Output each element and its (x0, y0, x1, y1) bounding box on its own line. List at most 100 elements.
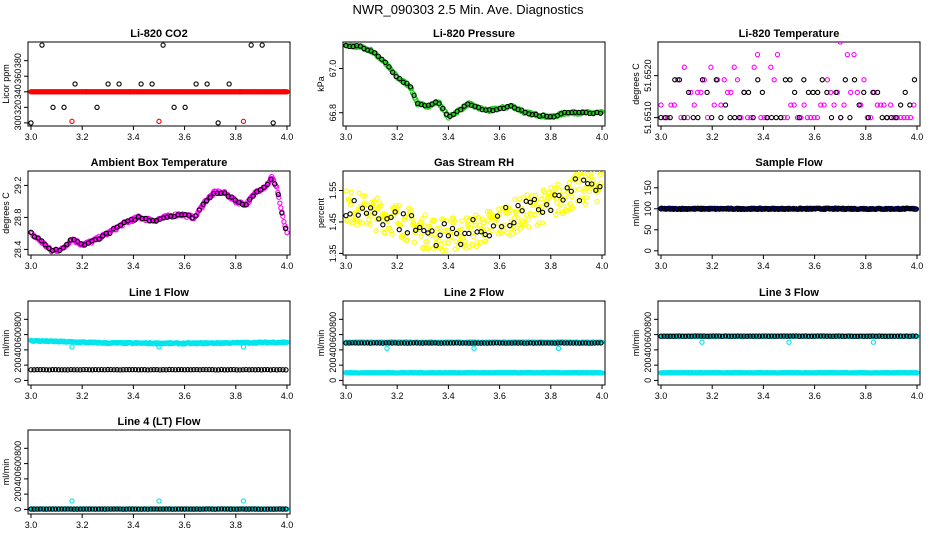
y-tick-label: 360 (13, 69, 23, 84)
data-point (374, 195, 381, 201)
y-tick-label: 28.8 (13, 209, 23, 227)
data-point (120, 367, 126, 373)
x-tick-label: 4.0 (596, 391, 609, 401)
data-point (778, 333, 784, 339)
data-point (709, 114, 715, 121)
data-point (40, 506, 46, 512)
data-point (784, 205, 790, 212)
data-point (799, 333, 805, 339)
y-axis-label: kPa (316, 76, 326, 92)
data-point (157, 367, 163, 373)
data-point (494, 217, 500, 223)
data-point (457, 340, 463, 346)
x-tick-label: 3.0 (25, 520, 38, 530)
data-point (707, 333, 713, 339)
data-point (252, 506, 258, 512)
x-tick-label: 4.0 (281, 391, 294, 401)
data-point (450, 340, 457, 346)
data-point (818, 333, 824, 339)
data-point (732, 333, 738, 339)
data-point (111, 367, 117, 373)
data-point (404, 340, 411, 346)
data-point (343, 340, 349, 346)
series-average (28, 89, 290, 95)
plot-frame (27, 41, 291, 127)
data-point (729, 333, 735, 339)
data-point (808, 205, 815, 212)
data-point (557, 202, 563, 208)
data-point (212, 367, 218, 373)
data-point (877, 102, 884, 108)
data-point (221, 190, 228, 196)
data-point (876, 205, 882, 212)
data-point (851, 333, 858, 339)
data-point (735, 333, 741, 339)
series-cyan-dips (699, 339, 877, 345)
data-point (519, 208, 525, 214)
data-point (735, 206, 741, 212)
data-point (138, 81, 144, 87)
x-tick-label: 3.8 (230, 391, 243, 401)
data-point (389, 69, 396, 75)
data-point (224, 506, 231, 512)
data-point (681, 64, 687, 70)
data-point (384, 345, 390, 351)
data-point (774, 51, 781, 58)
data-point (231, 366, 237, 373)
series-cyan-dips (384, 345, 562, 351)
data-point (521, 340, 527, 346)
data-point (215, 367, 222, 373)
data-point (879, 114, 885, 121)
data-point (658, 206, 664, 212)
data-point (148, 506, 154, 512)
data-point (549, 340, 555, 346)
data-point (436, 237, 442, 244)
y-tick-label: 51.6520 (643, 59, 653, 92)
data-point (392, 340, 398, 346)
data-point (102, 367, 108, 373)
data-point (595, 340, 601, 346)
data-point (503, 340, 509, 346)
data-point (478, 340, 484, 346)
y-tick-label: 200 (643, 358, 653, 373)
data-point (67, 237, 74, 243)
series-raw (28, 366, 289, 373)
data-point (43, 506, 50, 512)
data-point (588, 173, 594, 180)
data-point (259, 42, 265, 48)
data-point (529, 112, 536, 118)
data-point (894, 206, 901, 212)
data-point (836, 333, 842, 339)
data-point (891, 114, 897, 121)
data-point (400, 211, 406, 217)
data-point (392, 209, 398, 215)
data-point (243, 366, 249, 373)
x-tick-label: 3.2 (76, 132, 89, 142)
data-point (480, 220, 487, 226)
data-point (172, 506, 179, 512)
data-point (587, 110, 593, 117)
data-point (203, 367, 209, 373)
data-point (154, 506, 160, 512)
data-point (86, 367, 93, 373)
panel-8: Line 3 Flow ml/min 3.0 3.2 3.4 3.6 3.8 4.0 0 2004… (631, 287, 923, 401)
x-tick-label: 4.0 (596, 132, 609, 142)
data-point (676, 205, 683, 212)
x-tick-label: 4.0 (281, 132, 294, 142)
data-point (810, 89, 816, 96)
data-point (436, 100, 442, 107)
data-point (408, 207, 414, 213)
data-point (280, 506, 286, 512)
data-point (117, 506, 123, 512)
plot-frame (657, 170, 921, 256)
x-tick-label: 3.8 (230, 261, 243, 271)
data-point (382, 59, 389, 65)
panel-5: Sample Flow ml/min 3.0 3.2 3.4 3.6 3.8 4.0 0 50 10… (631, 157, 923, 271)
data-point (92, 366, 99, 373)
figure-title: NWR_090303 2.5 Min. Ave. Diagnostics (353, 2, 584, 17)
points-layer (28, 337, 290, 373)
data-point (907, 333, 913, 339)
data-point (132, 366, 139, 373)
data-point (521, 222, 527, 228)
